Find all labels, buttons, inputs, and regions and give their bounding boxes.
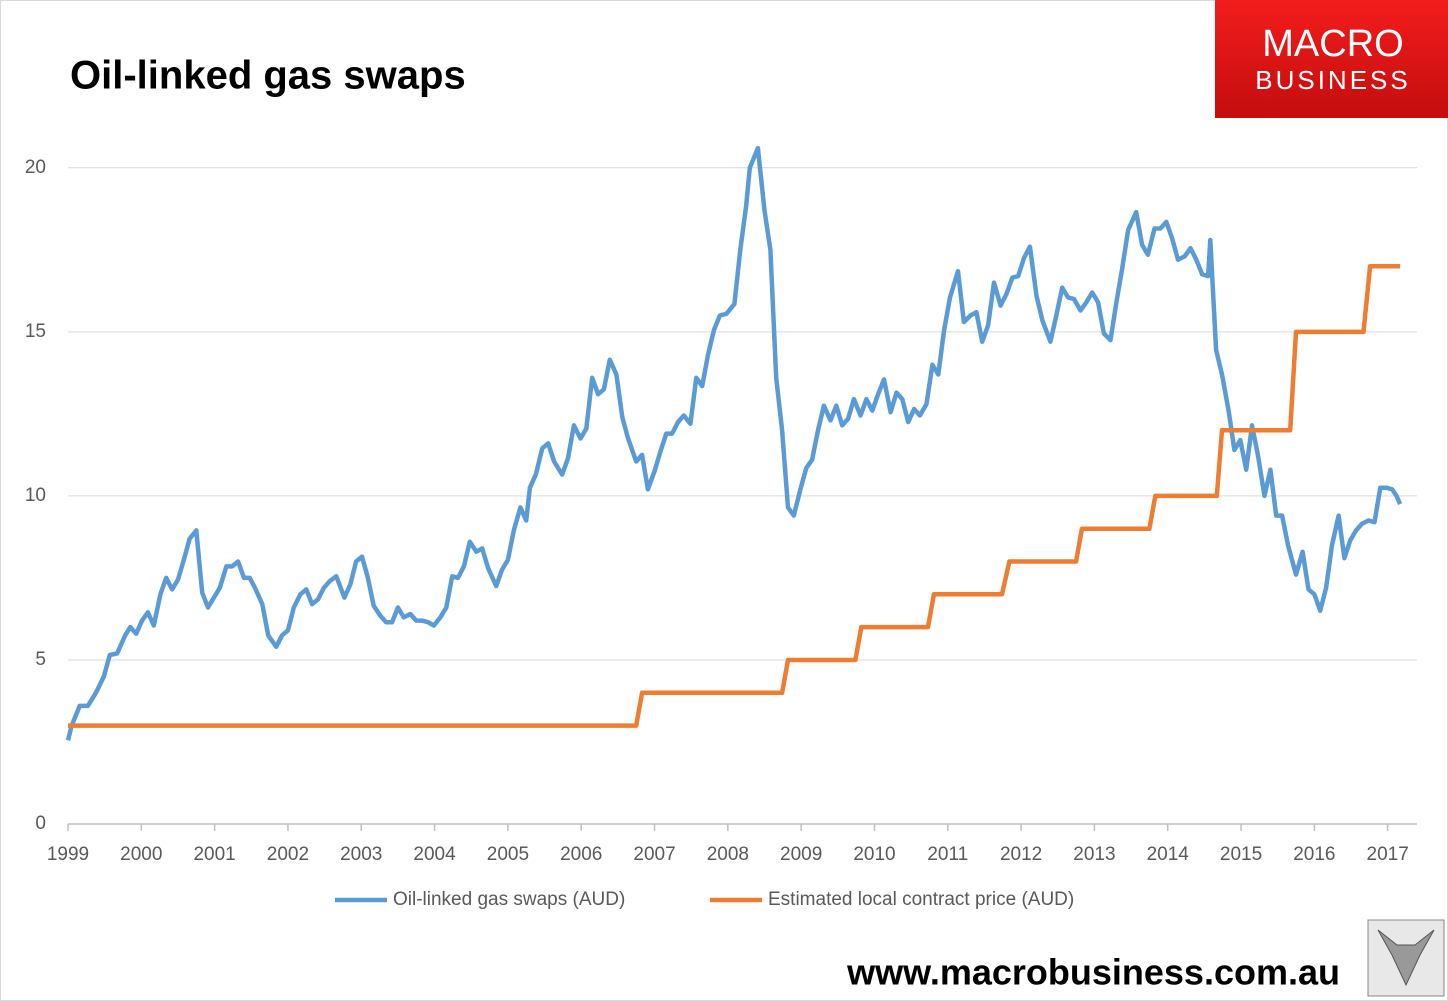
x-tick-label: 2017 xyxy=(1367,844,1409,865)
fox-icon xyxy=(1377,929,1435,987)
legend-label: Oil-linked gas swaps (AUD) xyxy=(393,889,625,910)
x-tick-label: 2010 xyxy=(853,844,895,865)
x-tick-label: 2004 xyxy=(413,844,456,865)
y-tick-label: 10 xyxy=(25,485,46,506)
x-tick-label: 2000 xyxy=(120,844,162,865)
x-tick-label: 2008 xyxy=(707,844,749,865)
x-tick-label: 2011 xyxy=(927,844,968,865)
x-tick-label: 2005 xyxy=(487,844,529,865)
logo-text: MACRO xyxy=(1262,23,1403,65)
chart-title: Oil-linked gas swaps xyxy=(70,54,466,98)
series-line xyxy=(65,145,1403,741)
x-tick-label: 2015 xyxy=(1220,844,1262,865)
x-tick-label: 2006 xyxy=(560,844,602,865)
logo-text: BUSINESS xyxy=(1255,65,1411,95)
footer-url: www.macrobusiness.com.au xyxy=(846,952,1340,993)
series-line xyxy=(68,263,1401,728)
x-tick-label: 2001 xyxy=(193,844,235,865)
x-tick-label: 1999 xyxy=(47,844,89,865)
y-tick-label: 15 xyxy=(25,321,46,342)
x-tick-label: 2014 xyxy=(1147,844,1190,865)
x-tick-label: 2007 xyxy=(633,844,675,865)
x-tick-label: 2002 xyxy=(267,844,309,865)
x-tick-label: 2003 xyxy=(340,844,382,865)
x-tick-label: 2009 xyxy=(780,844,822,865)
x-tick-label: 2013 xyxy=(1073,844,1115,865)
legend-label: Estimated local contract price (AUD) xyxy=(768,889,1074,910)
x-tick-label: 2012 xyxy=(1000,844,1042,865)
y-tick-label: 0 xyxy=(35,813,46,834)
x-tick-label: 2016 xyxy=(1293,844,1335,865)
logo-box xyxy=(1215,0,1448,118)
y-tick-label: 20 xyxy=(25,157,46,178)
y-tick-label: 5 xyxy=(35,649,46,670)
